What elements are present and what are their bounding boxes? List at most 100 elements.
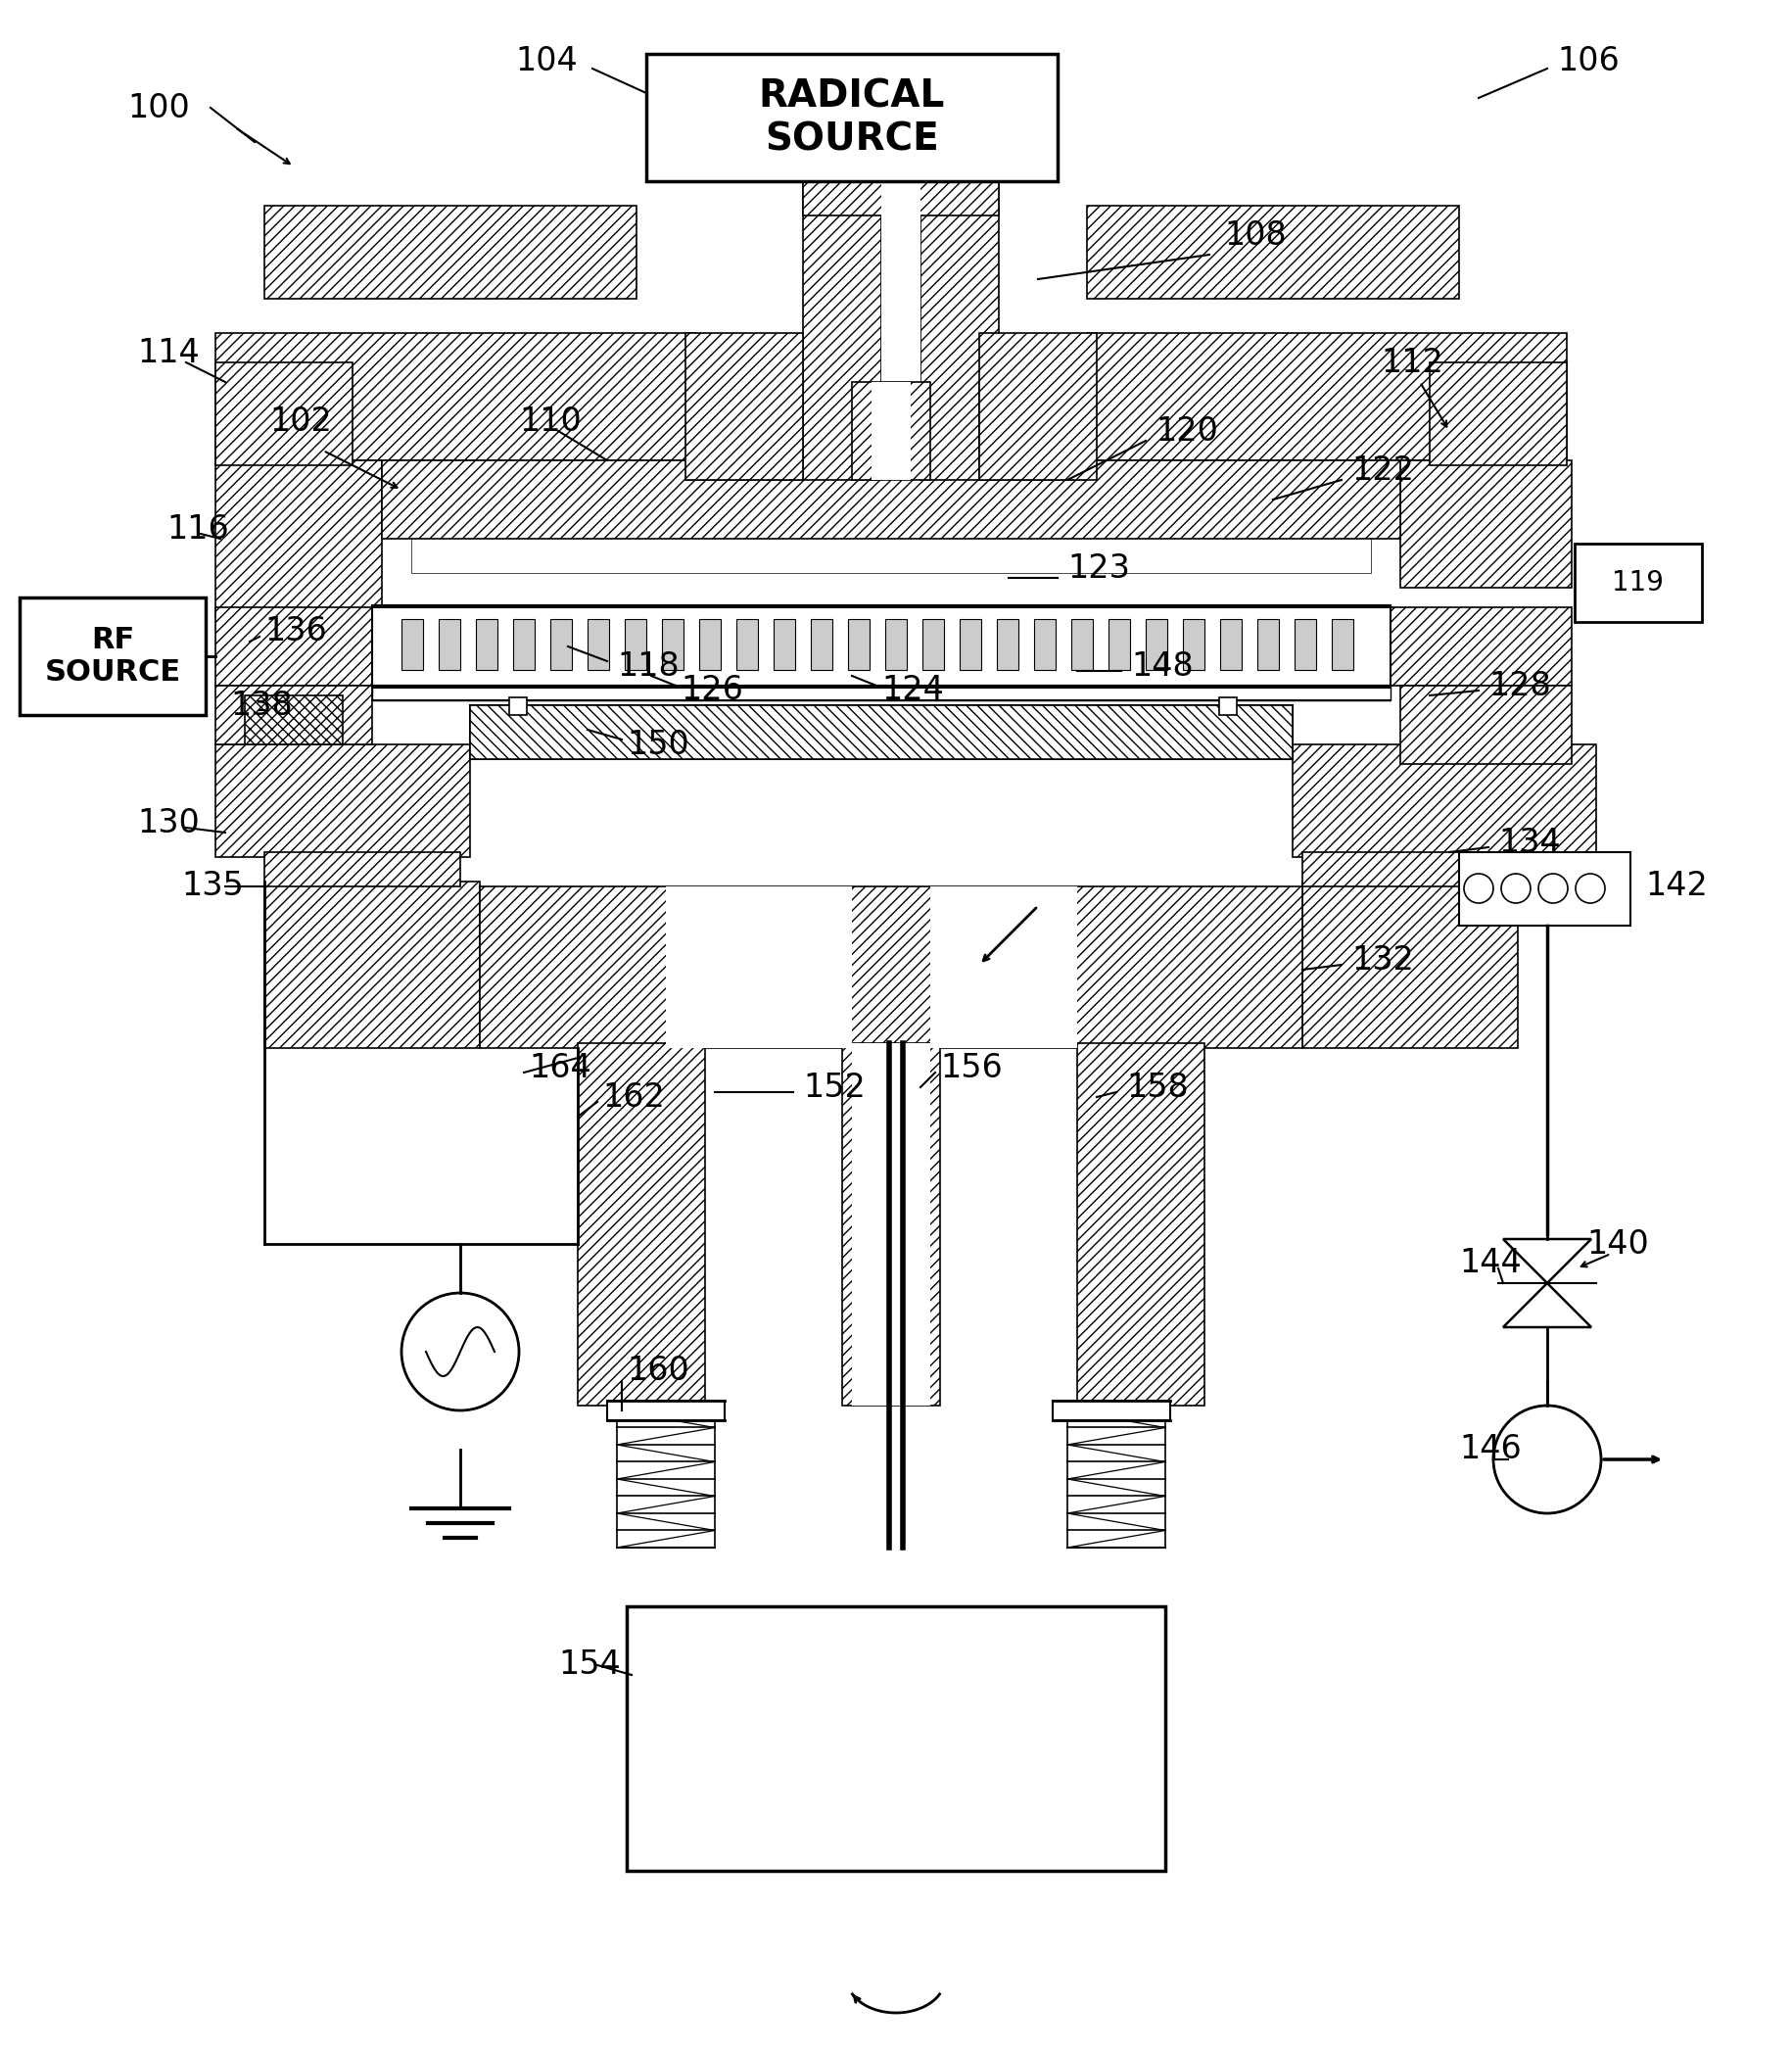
Bar <box>1034 620 1055 669</box>
Text: 102: 102 <box>269 404 332 437</box>
Bar <box>1301 881 1518 1047</box>
Bar <box>665 887 851 1047</box>
Bar <box>1292 745 1595 856</box>
Bar <box>627 1605 1165 1870</box>
Bar <box>1256 620 1278 669</box>
Text: 148: 148 <box>1131 651 1193 682</box>
Bar <box>921 620 943 669</box>
Bar <box>410 538 1371 573</box>
Text: 142: 142 <box>1645 870 1706 903</box>
Bar <box>373 608 1391 686</box>
Bar <box>1086 205 1459 300</box>
Bar <box>645 53 1057 181</box>
Bar <box>475 620 496 669</box>
Text: 152: 152 <box>803 1072 866 1102</box>
Bar <box>1400 686 1572 764</box>
Bar <box>848 620 869 669</box>
Text: 106: 106 <box>1555 45 1618 76</box>
Text: 119: 119 <box>1611 569 1663 597</box>
Text: 104: 104 <box>514 45 577 76</box>
Text: 122: 122 <box>1351 454 1414 487</box>
Bar <box>978 333 1097 480</box>
Text: 146: 146 <box>1459 1433 1521 1466</box>
Text: 158: 158 <box>1125 1072 1188 1102</box>
Bar <box>263 852 461 887</box>
Bar <box>470 706 1292 760</box>
Bar <box>215 460 382 618</box>
Text: 116: 116 <box>167 513 229 546</box>
Bar <box>382 460 1400 538</box>
Bar <box>842 1043 939 1406</box>
Text: 130: 130 <box>136 807 199 840</box>
Bar <box>588 620 609 669</box>
Bar <box>439 620 461 669</box>
Bar <box>1301 852 1498 887</box>
Bar <box>401 620 423 669</box>
Text: 100: 100 <box>127 92 190 123</box>
Bar <box>803 181 882 480</box>
Bar <box>550 620 572 669</box>
Text: 162: 162 <box>602 1080 665 1113</box>
Bar <box>263 205 636 300</box>
Polygon shape <box>1502 1240 1590 1283</box>
Polygon shape <box>1502 1283 1590 1326</box>
Bar <box>1107 620 1129 669</box>
Bar <box>803 181 998 216</box>
Bar <box>215 608 410 686</box>
Bar <box>1371 608 1572 686</box>
Bar <box>1077 1043 1204 1406</box>
Bar <box>215 745 470 856</box>
Bar <box>1145 620 1167 669</box>
Bar <box>1183 620 1204 669</box>
Bar <box>1294 620 1315 669</box>
Text: 140: 140 <box>1586 1228 1649 1261</box>
Text: 164: 164 <box>529 1051 591 1084</box>
Bar <box>480 887 1301 1047</box>
Text: 114: 114 <box>136 337 199 370</box>
Polygon shape <box>978 382 1086 480</box>
Bar <box>737 620 758 669</box>
Text: 144: 144 <box>1459 1248 1521 1279</box>
Text: 154: 154 <box>557 1649 620 1681</box>
Bar <box>1428 363 1566 466</box>
Bar <box>513 620 534 669</box>
Bar <box>1459 852 1629 926</box>
Bar <box>1400 460 1572 587</box>
Bar <box>577 1043 704 1406</box>
Text: 156: 156 <box>939 1051 1002 1084</box>
Text: 132: 132 <box>1351 944 1414 975</box>
Bar <box>1086 333 1566 460</box>
Bar <box>930 887 1077 1047</box>
Bar <box>20 597 206 714</box>
Bar <box>1220 620 1242 669</box>
Bar <box>624 620 645 669</box>
Text: 138: 138 <box>229 690 292 721</box>
Text: 110: 110 <box>518 404 581 437</box>
Bar <box>263 881 480 1047</box>
Bar <box>851 1043 930 1406</box>
Bar <box>885 620 907 669</box>
Bar <box>882 181 919 480</box>
Text: 128: 128 <box>1487 669 1550 702</box>
Text: 108: 108 <box>1224 220 1285 250</box>
Text: 123: 123 <box>1066 552 1129 585</box>
Bar <box>661 620 683 669</box>
Text: 134: 134 <box>1498 825 1559 858</box>
Bar <box>919 181 998 480</box>
Bar <box>1573 544 1701 622</box>
Bar <box>607 1400 724 1421</box>
Polygon shape <box>685 382 803 480</box>
Text: 112: 112 <box>1380 347 1443 378</box>
Bar <box>959 620 980 669</box>
Text: 150: 150 <box>627 729 688 760</box>
Text: 126: 126 <box>681 673 742 706</box>
Bar <box>1331 620 1353 669</box>
Bar <box>215 333 695 460</box>
Bar <box>810 620 831 669</box>
Text: 160: 160 <box>627 1355 688 1388</box>
Bar <box>1052 1400 1170 1421</box>
Text: 118: 118 <box>616 651 679 682</box>
Bar <box>871 382 910 480</box>
Bar <box>373 686 1391 700</box>
Bar <box>215 363 353 466</box>
